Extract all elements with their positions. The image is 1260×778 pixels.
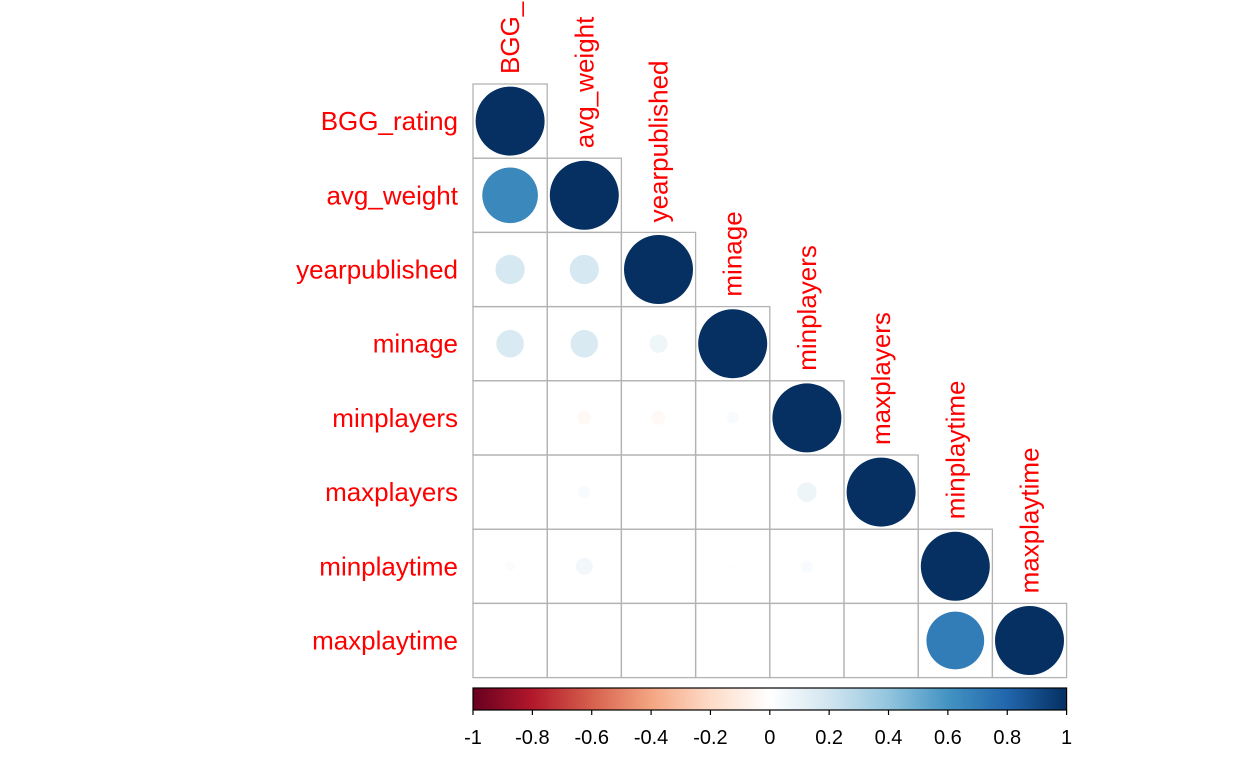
row-label-maxplayers: maxplayers [325,477,458,507]
cell-maxplaytime-minplayers [769,602,845,679]
corr-circle-minplayers-minage [726,411,739,424]
col-label-yearpublished: yearpublished [644,61,674,223]
corr-circle-minplaytime-minplaytime [920,531,990,601]
colorbar-tick-label: 0.6 [934,727,962,749]
corr-circle-minage-yearpublished [649,334,668,353]
cell-maxplaytime-minage [694,602,771,679]
col-label-minage: minage [718,211,748,296]
corr-circle-minage-minage [698,309,768,379]
row-label-minplaytime: minplaytime [319,551,458,581]
col-label-minplaytime: minplaytime [940,380,970,519]
cells-layer [472,83,1068,679]
corr-circle-minage-avg_weight [570,329,599,358]
colorbar-tick-label: 0.8 [993,727,1021,749]
corr-circle-minage-BGG_rating [496,329,524,358]
col-label-avg_weight: avg_weight [569,16,599,148]
cell-minplayers-BGG_rating [472,380,548,456]
colorbar-tick-label: -0.6 [574,727,608,749]
corr-circle-minplaytime-minplayers [800,560,813,573]
cell-minplaytime-maxplayers [843,528,919,605]
cell-maxplaytime-yearpublished [620,602,697,679]
col-label-minplayers: minplayers [792,245,822,371]
corr-circle-minplaytime-avg_weight [575,557,593,575]
row-label-minplayers: minplayers [332,403,458,433]
corr-circle-avg_weight-avg_weight [549,160,619,230]
colorbar [472,687,1068,711]
circles-layer [475,86,1064,675]
colorbar-tick-label: 0.2 [815,727,843,749]
column-labels: BGG_rating avg_weight yearpublished minage m… [495,0,1044,593]
cell-maxplaytime-BGG_rating [472,602,548,679]
corr-circle-minplayers-avg_weight [577,411,592,425]
corr-circle-yearpublished-BGG_rating [495,254,525,285]
colorbar-tick-label: -0.4 [634,727,668,749]
colorbar-ticks: -1 -0.8 -0.6 -0.4 -0.2 0 0.2 0.4 0.6 0.8 1 [464,710,1072,749]
corr-circle-minplaytime-BGG_rating [505,561,515,572]
cell-maxplaytime-maxplayers [843,602,919,679]
cell-maxplaytime-maxplaytime [991,602,1068,679]
corr-circle-maxplayers-avg_weight [578,486,591,499]
col-label-maxplayers: maxplayers [866,312,896,445]
color-legend [472,687,1068,711]
colorbar-tick-label: -0.8 [515,727,549,749]
col-label-maxplaytime: maxplaytime [1015,447,1045,593]
corr-circle-maxplayers-minplayers [797,482,817,502]
row-labels: BGG_rating avg_weight yearpublished minage m… [296,106,459,655]
corr-circle-maxplaytime-maxplaytime [995,606,1064,675]
corr-circle-maxplaytime-minplaytime [926,611,985,670]
cell-maxplayers-BGG_rating [472,454,548,530]
row-label-maxplaytime: maxplaytime [312,626,458,656]
row-label-avg_weight: avg_weight [326,180,458,210]
cell-minplaytime-yearpublished [620,528,697,605]
cell-maxplayers-yearpublished [620,454,697,530]
colorbar-tick-label: 1 [1061,727,1072,749]
corr-circle-minplayers-minplayers [772,383,842,453]
colorbar-tick-label: 0.4 [875,727,903,749]
corr-circle-BGG_rating-BGG_rating [475,86,545,156]
row-label-minage: minage [373,329,458,359]
cell-maxplaytime-avg_weight [546,602,623,679]
cell-maxplayers-minage [694,454,771,530]
corr-circle-maxplayers-maxplayers [846,457,916,527]
row-label-BGG_rating: BGG_rating [321,106,458,136]
colorbar-tick-label: -1 [464,727,482,749]
corr-circle-yearpublished-avg_weight [569,254,599,285]
colorbar-tick-label: 0 [764,727,775,749]
col-label-BGG_rating: BGG_rating [495,0,525,74]
corr-circle-minplayers-yearpublished [651,411,666,425]
corr-circle-minplaytime-minage [729,562,737,570]
corr-circle-avg_weight-BGG_rating [482,167,538,224]
row-label-yearpublished: yearpublished [296,255,458,285]
colorbar-tick-label: -0.2 [693,727,727,749]
corr-circle-yearpublished-yearpublished [624,235,693,304]
